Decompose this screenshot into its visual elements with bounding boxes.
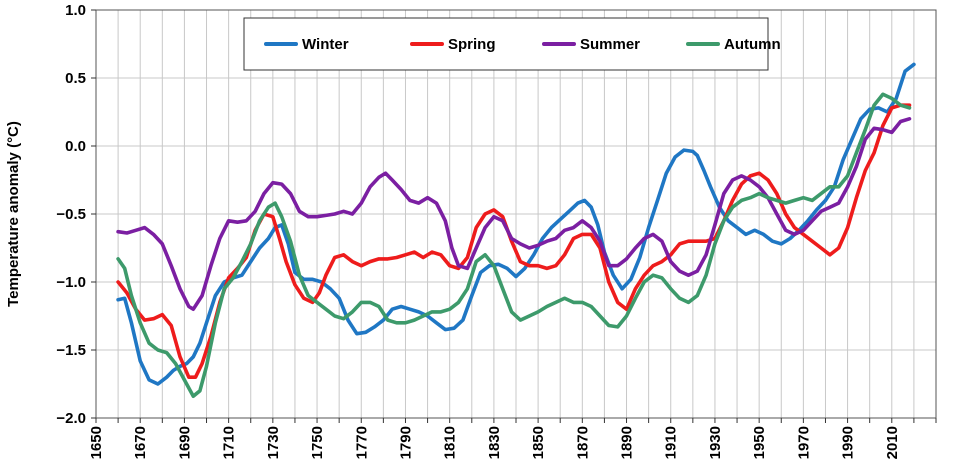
y-tick-label: −0.5 bbox=[56, 206, 86, 223]
x-tick-label: 1750 bbox=[309, 426, 326, 459]
y-axis-title: Temperature anomaly (°C) bbox=[5, 121, 22, 307]
x-tick-label: 1870 bbox=[574, 426, 591, 459]
x-tick-label: 1910 bbox=[663, 426, 680, 459]
x-tick-label: 1990 bbox=[840, 426, 857, 459]
legend-label-winter: Winter bbox=[302, 36, 349, 53]
y-tick-label: −2.0 bbox=[56, 410, 86, 427]
x-tick-label: 1810 bbox=[442, 426, 459, 459]
series-line-autumn bbox=[116, 92, 912, 398]
y-tick-label: 0.0 bbox=[65, 138, 86, 155]
x-tick-label: 2010 bbox=[884, 426, 901, 459]
x-tick-label: 1770 bbox=[353, 426, 370, 459]
x-tick-label: 1670 bbox=[132, 426, 149, 459]
x-tick-label: 1790 bbox=[397, 426, 414, 459]
x-tick-label: 1970 bbox=[795, 426, 812, 459]
x-tick-label: 1850 bbox=[530, 426, 547, 459]
legend-label-spring: Spring bbox=[448, 36, 496, 53]
x-tick-label: 1650 bbox=[88, 426, 105, 459]
y-tick-label: −1.0 bbox=[56, 274, 86, 291]
y-tick-label: 0.5 bbox=[65, 70, 86, 87]
x-tick-label: 1930 bbox=[707, 426, 724, 459]
y-axis-ticks: 1.0 0.5 0.0 −0.5 −1.0 −1.5 −2.0 bbox=[56, 2, 96, 427]
series-line-winter bbox=[116, 62, 916, 386]
y-tick-label: −1.5 bbox=[56, 342, 86, 359]
x-tick-label: 1950 bbox=[751, 426, 768, 459]
x-tick-label: 1730 bbox=[265, 426, 282, 459]
y-tick-label: 1.0 bbox=[65, 2, 86, 19]
x-tick-label: 1830 bbox=[486, 426, 503, 459]
legend-label-autumn: Autumn bbox=[724, 36, 781, 53]
series-layer bbox=[116, 62, 916, 398]
series-line-summer bbox=[116, 117, 912, 311]
legend: Winter Spring Summer Autumn bbox=[243, 17, 781, 71]
legend-label-summer: Summer bbox=[580, 36, 640, 53]
legend-box bbox=[243, 17, 769, 71]
grid bbox=[95, 9, 937, 419]
x-axis-ticks: 1650 1670 1690 1710 1730 1750 1770 1790 1810 1830… bbox=[88, 418, 937, 459]
x-tick-label: 1890 bbox=[619, 426, 636, 459]
x-tick-label: 1710 bbox=[221, 426, 238, 459]
x-tick-label: 1690 bbox=[176, 426, 193, 459]
